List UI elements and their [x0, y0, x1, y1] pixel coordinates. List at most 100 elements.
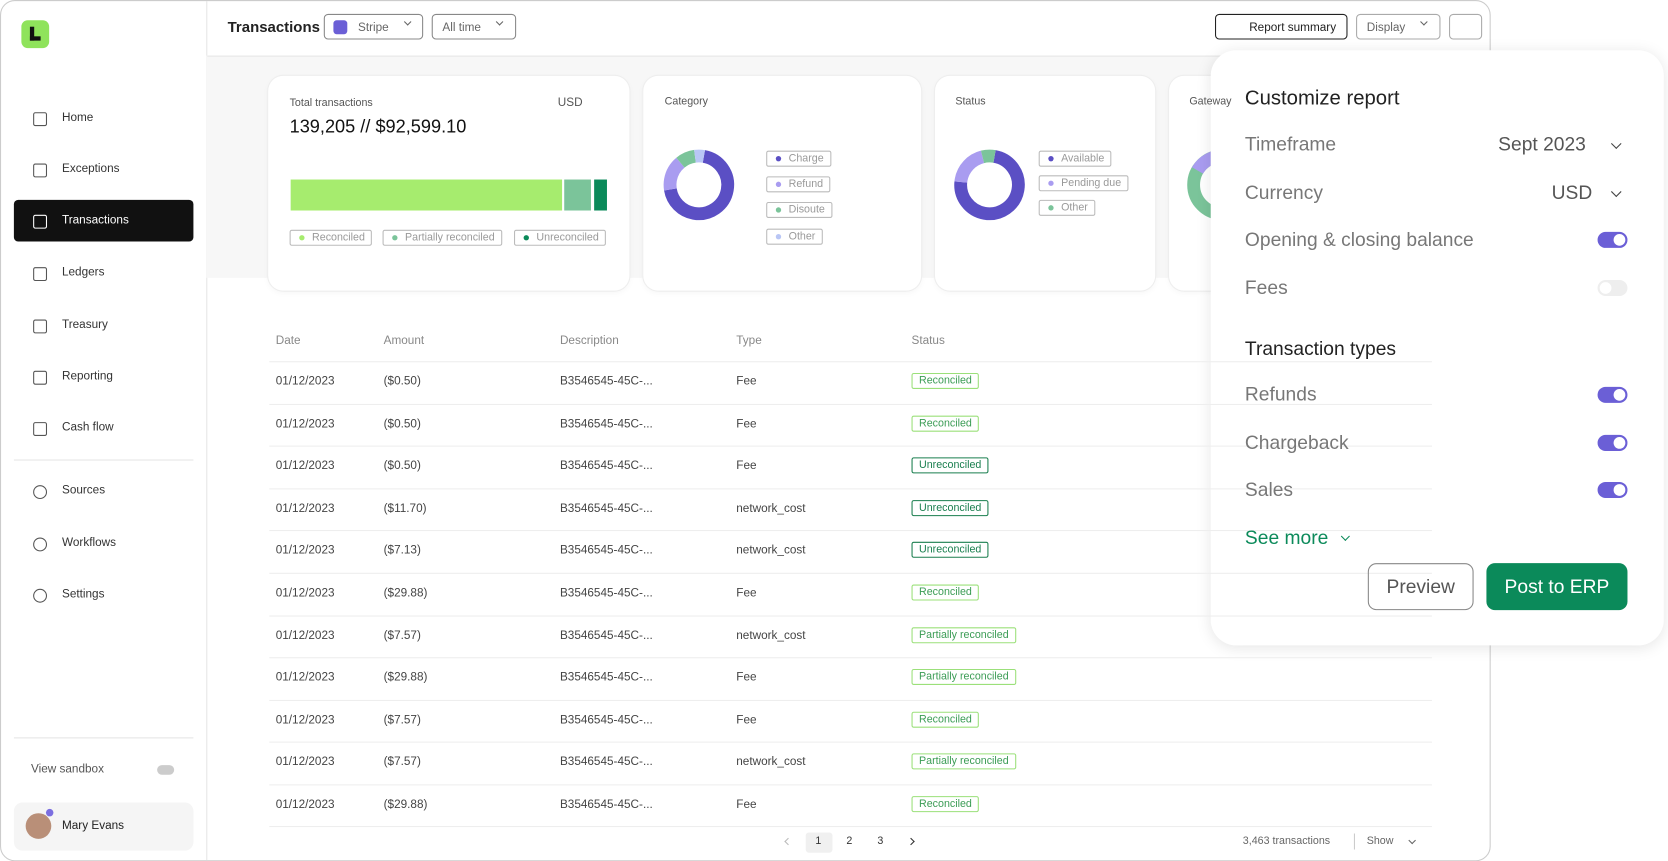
nav-item[interactable]: Settings — [61, 587, 105, 601]
row-divider — [269, 403, 1432, 405]
nav-item[interactable]: Workflows — [61, 536, 116, 550]
cell: Fee — [736, 713, 757, 727]
cell: B3546545-45C-... — [559, 459, 653, 473]
panel-title: Customize report — [1244, 87, 1400, 111]
user-name: Mary Evans — [61, 819, 125, 833]
option-label: Sales — [1244, 478, 1294, 501]
cell: B3546545-45C-... — [559, 544, 653, 558]
preview-button[interactable]: Preview — [1367, 563, 1474, 611]
cell: ($0.50) — [383, 459, 421, 473]
download[interactable] — [1449, 13, 1483, 40]
row-divider — [269, 445, 1432, 447]
divider — [13, 737, 194, 739]
cell: ($29.88) — [383, 671, 428, 685]
nav-item[interactable]: Cash flow — [61, 421, 114, 434]
cell: 01/12/2023 — [275, 713, 335, 727]
avatar — [25, 813, 52, 839]
nav-item[interactable]: Sources — [61, 484, 106, 497]
toggle[interactable] — [1597, 434, 1628, 451]
filter[interactable]: All time — [431, 13, 517, 40]
field-value[interactable]: USD — [1551, 181, 1593, 204]
cell: B3546545-45C-... — [559, 713, 653, 727]
field-value[interactable]: Sept 2023 — [1498, 133, 1586, 155]
donut — [954, 149, 1025, 221]
bar-segment — [594, 179, 607, 211]
sidebar-border — [206, 1, 208, 861]
nav-icon — [33, 485, 48, 500]
stripe-icon — [333, 20, 348, 35]
row-divider — [269, 488, 1432, 490]
cell: B3546545-45C-... — [559, 502, 653, 515]
header-border — [207, 55, 1491, 57]
cell: 01/12/2023 — [275, 544, 335, 558]
cell: Fee — [736, 459, 757, 473]
cell: B3546545-45C-... — [559, 586, 653, 600]
cell: B3546545-45C-... — [559, 417, 653, 431]
cell: network_cost — [736, 544, 806, 558]
toggle[interactable] — [1597, 279, 1628, 297]
status-badge: Unreconciled — [911, 457, 989, 474]
bar-segment — [564, 179, 591, 211]
row-divider — [269, 530, 1432, 532]
toggle[interactable] — [1597, 481, 1628, 498]
show-select[interactable]: Show — [1366, 835, 1394, 848]
nav-icon — [33, 214, 48, 229]
cell: ($29.88) — [383, 798, 428, 812]
nav-item[interactable]: Home — [61, 111, 94, 124]
divider — [13, 459, 194, 461]
nav-active — [13, 199, 194, 242]
cell: B3546545-45C-... — [559, 628, 653, 642]
cell: Fee — [736, 671, 757, 685]
card — [643, 75, 922, 291]
see-more[interactable]: See more — [1244, 526, 1329, 549]
cell: network_cost — [736, 628, 806, 642]
nav-icon — [33, 422, 48, 436]
display[interactable]: Display — [1356, 13, 1441, 40]
cell: 01/12/2023 — [275, 628, 335, 642]
legend-chip: Other — [1038, 199, 1096, 216]
page-number[interactable]: 2 — [846, 835, 853, 848]
toggle[interactable] — [1597, 386, 1628, 403]
nav-item[interactable]: Transactions — [61, 213, 129, 227]
legend-chip: Reconciled — [289, 229, 373, 246]
legend-chip: Unreconciled — [513, 229, 607, 246]
page-number[interactable]: 1 — [815, 835, 822, 848]
status-badge: Partially reconciled — [911, 753, 1017, 770]
logo — [21, 20, 50, 49]
cell: 01/12/2023 — [275, 417, 335, 431]
cell: ($7.57) — [383, 713, 421, 727]
cell: Fee — [736, 798, 757, 812]
nav-icon — [33, 112, 48, 127]
toggle[interactable] — [1597, 231, 1628, 248]
nav-icon — [33, 163, 48, 178]
cell: 01/12/2023 — [275, 502, 335, 515]
page-current-bg — [805, 832, 833, 853]
row-divider — [269, 657, 1432, 659]
option-label: Chargeback — [1244, 431, 1349, 453]
row-divider — [269, 615, 1432, 617]
post-button[interactable]: Post to ERP — [1486, 563, 1628, 611]
logo-mark — [29, 36, 41, 41]
status-badge: Reconciled — [911, 415, 980, 432]
logo-mark — [29, 26, 35, 41]
option-label: Refunds — [1244, 383, 1317, 405]
nav-item[interactable]: Ledgers — [61, 266, 105, 279]
cell: 01/12/2023 — [275, 586, 335, 600]
row-divider — [269, 784, 1432, 786]
nav-item[interactable]: Treasury — [61, 318, 108, 332]
separator — [1353, 833, 1355, 850]
report-summary[interactable]: Report summary — [1214, 13, 1348, 40]
nav-item[interactable]: Reporting — [61, 369, 113, 383]
filter[interactable]: Stripe — [323, 13, 424, 40]
sandbox-toggle[interactable] — [157, 765, 175, 775]
nav-icon — [33, 537, 48, 552]
currency-select[interactable]: USD — [557, 96, 583, 109]
cell: Fee — [736, 586, 757, 600]
cell: 01/12/2023 — [275, 459, 335, 473]
nav-item[interactable]: Exceptions — [61, 162, 120, 176]
page-number[interactable]: 3 — [877, 835, 884, 848]
status-badge: Partially reconciled — [911, 669, 1017, 686]
legend-chip: Disoute — [766, 201, 833, 218]
donut — [1187, 149, 1219, 221]
nav-icon — [33, 319, 48, 334]
